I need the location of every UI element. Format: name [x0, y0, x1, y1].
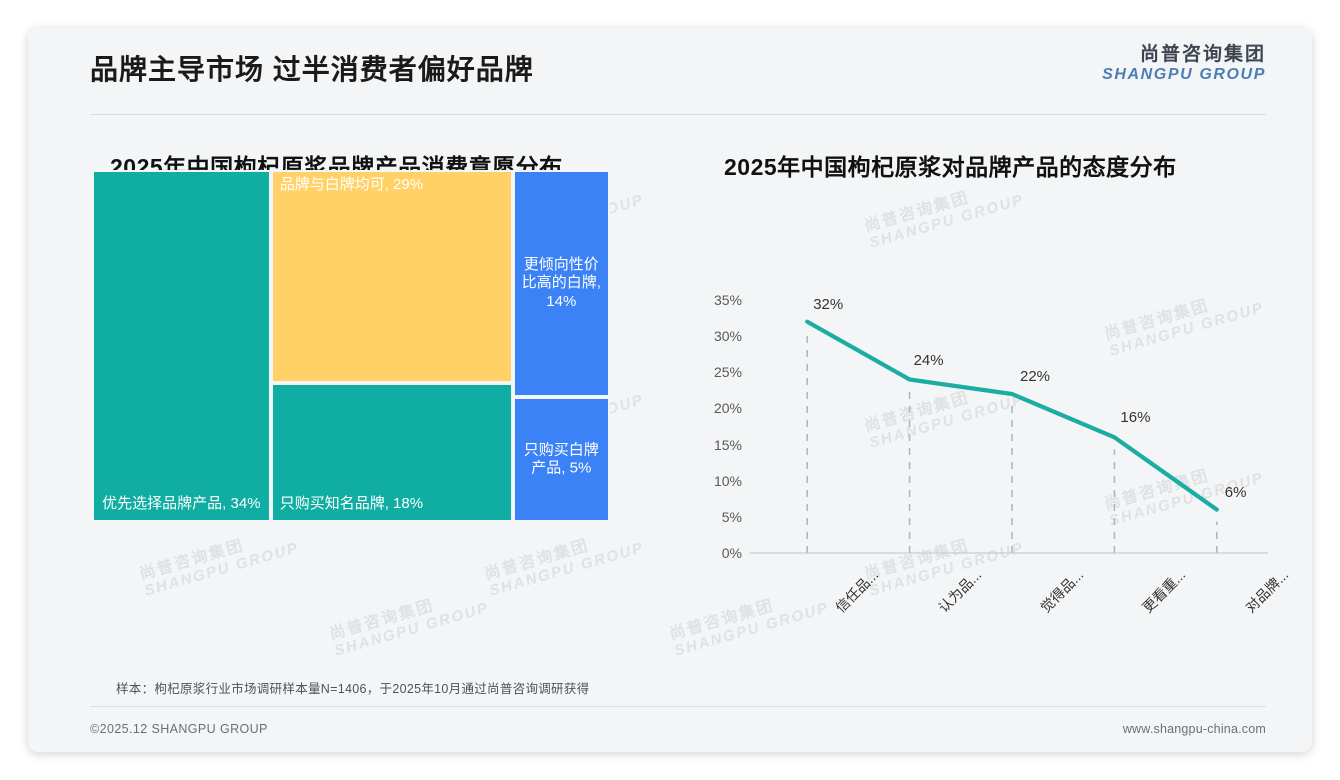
- treemap-tile-label: 只购买白牌产品, 5%: [523, 440, 599, 477]
- data-point-label: 32%: [813, 295, 844, 313]
- treemap-tile[interactable]: 品牌与白牌均可, 29%: [270, 170, 513, 383]
- treemap-tile-label: 品牌与白牌均可, 29%: [279, 176, 424, 193]
- data-point-label: 16%: [1120, 409, 1151, 427]
- slide-page: 品牌主导市场 过半消费者偏好品牌 尚普咨询集团 SHANGPU GROUP 尚普…: [28, 28, 1312, 752]
- page-title: 品牌主导市场 过半消费者偏好品牌: [90, 54, 534, 85]
- data-point-label: 22%: [1020, 367, 1051, 385]
- y-axis-tick-label: 10%: [713, 472, 742, 489]
- y-axis-tick-label: 30%: [713, 328, 742, 345]
- treemap-tile-label: 更倾向性价比高的白牌, 14%: [521, 255, 601, 310]
- line-chart: 0% 5% 10% 15% 20% 25% 30% 35% 32% 24% 22% 16% 6% 信任品.…: [696, 278, 1296, 658]
- treemap-tile-label: 只购买知名品牌, 18%: [279, 495, 424, 513]
- treemap-tile-label: 优先选择品牌产品, 34%: [102, 495, 261, 513]
- y-axis-tick-label: 15%: [713, 436, 742, 453]
- logo-chinese-text: 尚普咨询集团: [1139, 44, 1266, 65]
- y-axis-tick-label: 35%: [713, 292, 742, 308]
- footer-divider: [90, 706, 1266, 707]
- slide-header: 品牌主导市场 过半消费者偏好品牌 尚普咨询集团 SHANGPU GROUP: [28, 28, 1312, 114]
- logo-english-text: SHANGPU GROUP: [1102, 65, 1266, 83]
- treemap-tile[interactable]: 优先选择品牌产品, 34%: [92, 170, 271, 522]
- right-chart-title: 2025年中国枸杞原浆对品牌产品的态度分布: [724, 154, 1177, 180]
- slide-footer: ©2025.12 SHANGPU GROUP www.shangpu-china…: [28, 716, 1312, 752]
- treemap-chart: 优先选择品牌产品, 34% 品牌与白牌均可, 29% 只购买知名品牌, 18% 更倾向…: [92, 170, 610, 522]
- treemap-tile[interactable]: 只购买白牌产品, 5%: [512, 397, 610, 522]
- copyright-text: ©2025.12 SHANGPU GROUP: [90, 722, 268, 736]
- y-axis-tick-label: 5%: [721, 508, 742, 525]
- header-divider: [90, 114, 1266, 115]
- y-axis-tick-label: 25%: [713, 364, 742, 381]
- y-axis-tick-label: 20%: [713, 400, 742, 417]
- data-point-label: 24%: [913, 351, 944, 369]
- brand-logo: 尚普咨询集团 SHANGPU GROUP: [1102, 44, 1266, 84]
- sample-footnote: 样本：枸杞原浆行业市场调研样本量N=1406，于2025年10月通过尚普咨询调研…: [116, 682, 590, 696]
- y-axis-tick-label: 0%: [721, 545, 742, 561]
- right-chart-panel: 2025年中国枸杞原浆对品牌产品的态度分布 0% 5% 10% 15% 20% 25% 30…: [688, 148, 1291, 658]
- line-chart-plot: [750, 319, 1268, 554]
- website-link[interactable]: www.shangpu-china.com: [1122, 722, 1266, 736]
- treemap-tile[interactable]: 更倾向性价比高的白牌, 14%: [512, 170, 610, 398]
- treemap-tile[interactable]: 只购买知名品牌, 18%: [270, 382, 513, 522]
- data-point-label: 6%: [1224, 483, 1247, 501]
